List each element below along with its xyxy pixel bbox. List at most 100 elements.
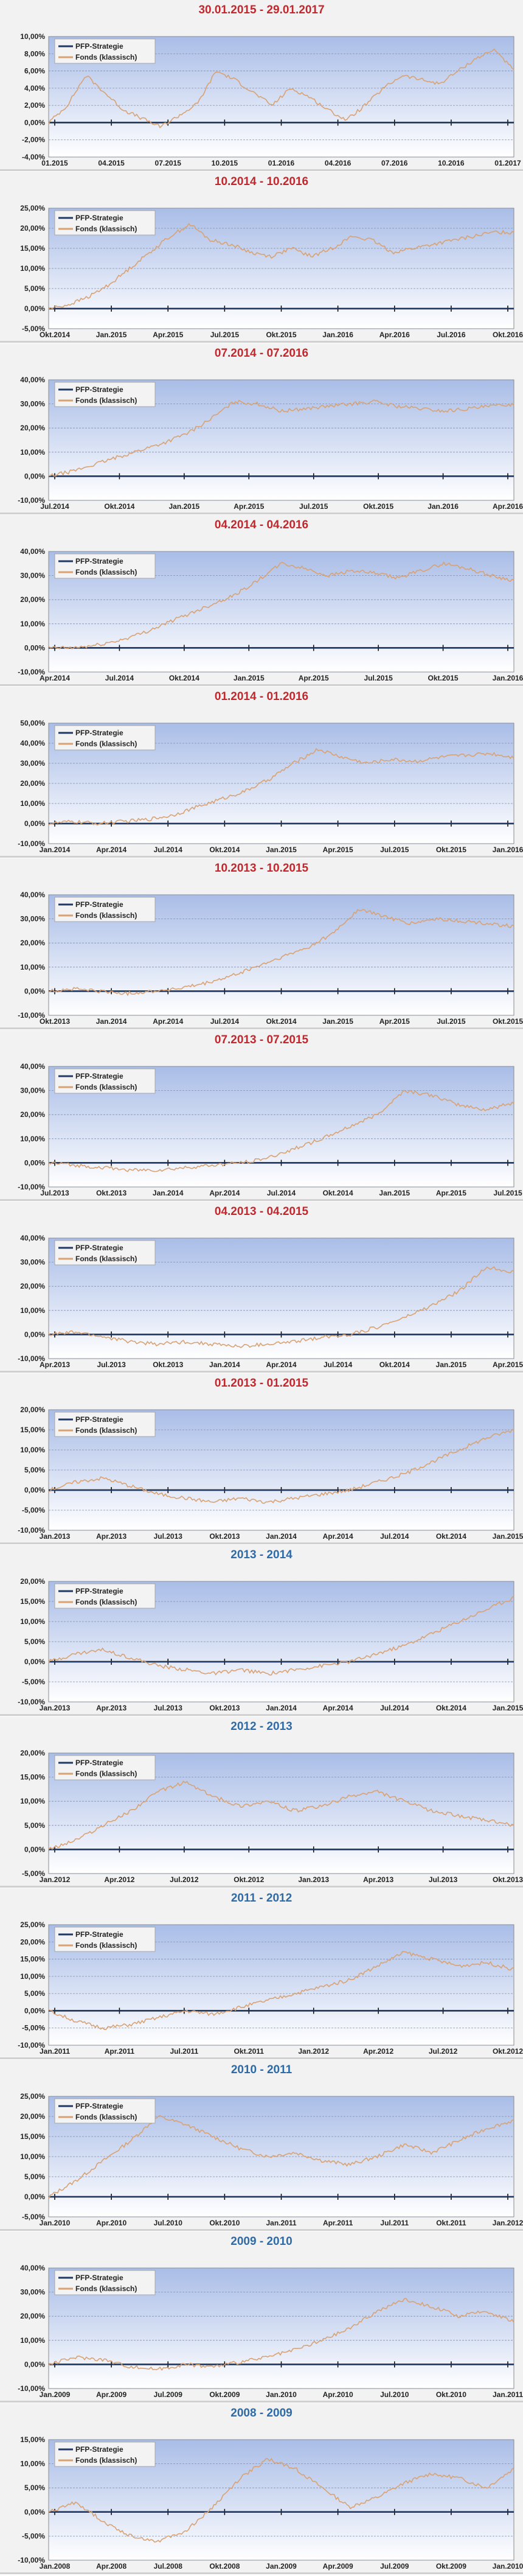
y-tick-label: -5,00%: [22, 1678, 45, 1686]
x-tick-label: Jan.2015: [493, 1532, 523, 1541]
y-tick-label: 5,00%: [24, 284, 45, 293]
legend-label: PFP-Strategie: [75, 2445, 123, 2454]
y-tick-label: 0,00%: [24, 472, 45, 480]
y-tick-label: 40,00%: [20, 1234, 45, 1242]
panel-separator: [0, 2229, 523, 2231]
y-tick-label: 10,00%: [20, 963, 45, 971]
x-tick-label: Jan.2008: [40, 2562, 71, 2571]
chart-svg: 40,00%30,00%20,00%10,00%0,00%-10,00%Jul.…: [18, 376, 523, 511]
x-tick-label: 07.2015: [155, 159, 182, 167]
plot-area: [48, 551, 514, 673]
x-tick-label: Apr.2016: [379, 331, 410, 339]
y-tick-label: 25,00%: [20, 1920, 45, 1929]
y-tick-label: 40,00%: [20, 547, 45, 556]
panel-separator: [0, 2401, 523, 2403]
series-line-fonds-klassisch: [48, 1266, 514, 1348]
y-tick-label: 0,00%: [24, 643, 45, 652]
x-tick-label: Apr.2014: [209, 1189, 240, 1197]
panel-separator: [0, 513, 523, 514]
y-tick-label: 30,00%: [20, 400, 45, 408]
legend-label: PFP-Strategie: [75, 42, 123, 51]
chart-panel: 2012 - 2013 20,00% 15,00% 10,00% 5,00% 0,00% -…: [0, 1717, 523, 1886]
x-tick-label: Okt.2009: [436, 2562, 466, 2571]
y-tick-label: 15,00%: [20, 2435, 45, 2444]
x-tick-label: Apr.2013: [96, 1532, 126, 1541]
x-tick-label: Jul.2013: [429, 1875, 458, 1884]
y-tick-label: 0,00%: [24, 1158, 45, 1167]
y-tick-label: -10,00%: [18, 1698, 45, 1706]
x-tick-label: Jul.2010: [380, 2390, 409, 2399]
legend-label: PFP-Strategie: [75, 557, 123, 565]
x-tick-label: Apr.2015: [323, 845, 353, 854]
x-tick-label: Jan.2012: [40, 1875, 71, 1884]
y-tick-label: 40,00%: [20, 1062, 45, 1071]
y-tick-label: 50,00%: [20, 719, 45, 727]
x-tick-label: Jul.2009: [380, 2562, 409, 2571]
x-tick-label: Jan.2015: [234, 674, 265, 682]
legend: PFP-Strategie Fonds (klassisch): [54, 38, 156, 64]
panel-separator: [0, 2057, 523, 2059]
chart-panel: 04.2014 - 04.2016 40,00% 30,00% 20,00% 10,00…: [0, 515, 523, 684]
y-tick-label: 20,00%: [20, 424, 45, 432]
legend: PFP-Strategie Fonds (klassisch): [54, 1927, 156, 1952]
x-tick-label: Apr.2013: [40, 1360, 70, 1369]
x-tick-label: Okt.2014: [40, 331, 70, 339]
x-tick-label: Jan.2014: [266, 1532, 297, 1541]
y-tick-label: 5,00%: [24, 1821, 45, 1830]
y-tick-label: 30,00%: [20, 759, 45, 768]
chart-panel: 30.01.2015 - 29.01.2017 10,00% 8,00% 6,00% 4…: [0, 0, 523, 169]
x-tick-label: Okt.2013: [153, 1360, 183, 1369]
chart-panel: 01.2014 - 01.2016 50,00% 40,00% 30,00% 20,00…: [0, 687, 523, 856]
y-tick-label: 40,00%: [20, 891, 45, 899]
x-tick-label: Jan.2009: [266, 2562, 297, 2571]
y-tick-label: 30,00%: [20, 572, 45, 580]
x-tick-label: Jul.2011: [380, 2219, 409, 2227]
x-tick-label: Okt.2014: [209, 845, 240, 854]
chart-title: 2011 - 2012: [230, 1892, 293, 1905]
x-tick-label: Jul.2010: [154, 2219, 183, 2227]
x-tick-label: Jul.2011: [170, 2047, 198, 2056]
x-tick-label: Jul.2014: [324, 1360, 353, 1369]
legend: PFP-Strategie Fonds (klassisch): [54, 1240, 156, 1265]
y-tick-label: 0,00%: [24, 118, 45, 127]
y-tick-label: 25,00%: [20, 204, 45, 212]
x-tick-label: Jul.2013: [154, 1704, 183, 1712]
series-line-fonds-klassisch: [48, 1595, 514, 1676]
chart-title: 01.2013 - 01.2015: [214, 1377, 309, 1390]
x-tick-label: Jul.2016: [437, 331, 466, 339]
x-tick-label: Jan.2014: [40, 845, 71, 854]
chart-panel: 2013 - 2014 20,00% 15,00% 10,00% 5,00% 0,00% -…: [0, 1545, 523, 1714]
y-tick-label: 5,00%: [24, 1637, 45, 1646]
x-tick-label: Okt.2009: [209, 2390, 240, 2399]
x-tick-label: Okt.2015: [493, 1017, 523, 1026]
x-tick-label: Jul.2013: [154, 1532, 183, 1541]
x-tick-label: Jan.2013: [298, 1875, 329, 1884]
x-tick-label: 04.2016: [325, 159, 352, 167]
x-tick-label: Jan.2014: [153, 1189, 184, 1197]
y-tick-label: 20,00%: [20, 1937, 45, 1946]
series-line-fonds-klassisch: [48, 1090, 514, 1172]
chart-panel: 07.2013 - 07.2015 40,00% 30,00% 20,00% 10,00…: [0, 1030, 523, 1199]
x-tick-label: Jan.2011: [266, 2219, 296, 2227]
x-tick-label: Apr.2010: [96, 2219, 126, 2227]
legend: PFP-Strategie Fonds (klassisch): [54, 210, 156, 236]
x-tick-label: Jul.2015: [380, 845, 409, 854]
series-line-fonds-klassisch: [48, 747, 514, 826]
y-tick-label: 15,00%: [20, 1597, 45, 1606]
x-tick-label: Okt.2013: [493, 1875, 523, 1884]
x-tick-label: Okt.2010: [436, 2390, 466, 2399]
x-tick-label: Jul.2014: [210, 1017, 240, 1026]
panel-separator: [0, 1714, 523, 1716]
chart-title: 30.01.2015 - 29.01.2017: [198, 4, 325, 16]
y-tick-label: 0,00%: [24, 2508, 45, 2516]
x-tick-label: Jan.2011: [493, 2390, 523, 2399]
x-tick-label: Jul.2015: [493, 1189, 522, 1197]
y-tick-label: 0,00%: [24, 987, 45, 995]
y-tick-label: 15,00%: [20, 1955, 45, 1964]
x-tick-label: Apr.2010: [323, 2390, 353, 2399]
y-tick-label: -10,00%: [18, 2384, 45, 2393]
legend: PFP-Strategie Fonds (klassisch): [54, 2098, 156, 2124]
x-tick-label: Jan.2015: [493, 1704, 523, 1712]
legend-label: PFP-Strategie: [75, 900, 123, 909]
x-tick-label: Apr.2014: [96, 845, 126, 854]
